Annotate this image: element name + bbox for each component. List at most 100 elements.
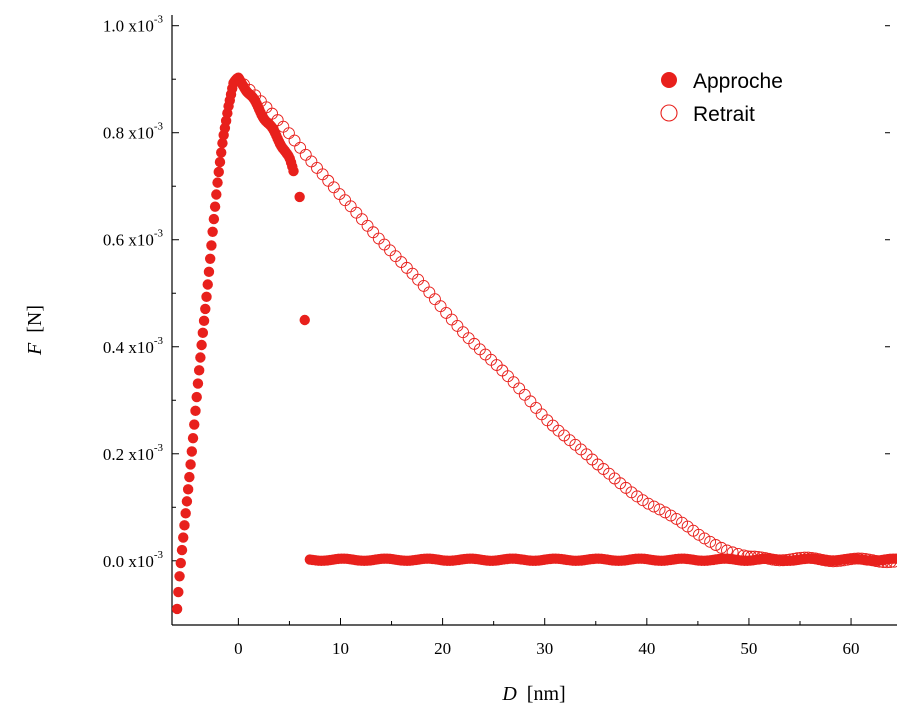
- data-point-retrait: [299, 148, 312, 161]
- y-axis: 0.0 x10-3 0.2 x10-3 0.4 x10-3 0.6 x10-3 0.8 …: [103, 14, 890, 571]
- y-axis-var: F: [24, 342, 46, 356]
- data-point-approche: [200, 303, 211, 315]
- data-point-approche: [193, 365, 205, 376]
- data-point-approche: [182, 484, 194, 495]
- y-tick-label: 0.4 x10-3: [103, 335, 164, 357]
- data-point-approche: [211, 189, 222, 200]
- data-point-retrait: [457, 326, 469, 339]
- data-point-approche: [209, 201, 221, 212]
- data-point-approche: [192, 378, 204, 389]
- data-point-retrait: [412, 273, 425, 286]
- data-point-approche: [195, 352, 206, 363]
- data-point-retrait: [659, 506, 672, 519]
- series-retrait: [232, 73, 897, 569]
- data-point-retrait: [406, 267, 419, 280]
- data-point-retrait: [648, 500, 660, 513]
- data-point-approche: [214, 156, 226, 168]
- data-point-approche: [171, 603, 183, 615]
- data-point-approche: [890, 553, 897, 564]
- data-point-retrait: [513, 382, 526, 395]
- legend: Approche Retrait: [660, 70, 783, 126]
- data-point-retrait: [653, 503, 666, 516]
- data-point-approche: [202, 279, 213, 290]
- y-axis-title: F [N]: [24, 305, 46, 356]
- data-point-approche: [189, 419, 200, 430]
- data-point-retrait: [322, 174, 335, 187]
- data-point-approche: [190, 405, 201, 417]
- x-tick-label: 30: [536, 639, 553, 658]
- data-point-retrait: [636, 494, 649, 507]
- data-point-approche: [185, 459, 196, 470]
- y-tick-label: 0.0 x10-3: [103, 549, 164, 571]
- legend-marker-retrait: [660, 104, 678, 122]
- data-point-retrait: [507, 376, 520, 389]
- series-approche: [171, 72, 897, 615]
- data-point-approche: [196, 339, 207, 351]
- data-point-retrait: [344, 200, 357, 213]
- data-point-approche: [184, 471, 195, 483]
- y-tick-label: 0.2 x10-3: [103, 442, 164, 464]
- data-point-approche: [212, 177, 223, 188]
- data-point-retrait: [423, 286, 436, 299]
- data-point-approche: [175, 557, 186, 569]
- data-point-retrait: [311, 162, 323, 174]
- data-point-approche: [204, 253, 216, 264]
- legend-label-approche: Approche: [693, 70, 783, 93]
- data-point-retrait: [355, 213, 368, 226]
- data-point-retrait: [704, 535, 717, 548]
- data-point-retrait: [367, 226, 380, 239]
- data-point-retrait: [530, 401, 542, 414]
- plot-frame: [171, 15, 897, 626]
- data-point-retrait: [440, 307, 453, 319]
- data-point-approche: [299, 314, 310, 326]
- data-point-approche: [179, 520, 190, 531]
- data-point-approche: [173, 586, 184, 598]
- data-point-retrait: [642, 497, 655, 510]
- data-point-retrait: [389, 250, 402, 263]
- x-tick-label: 40: [638, 639, 655, 658]
- data-point-retrait: [417, 279, 430, 292]
- data-point-retrait: [288, 134, 301, 147]
- x-tick-label: 10: [332, 639, 349, 658]
- data-point-retrait: [333, 188, 346, 201]
- data-point-retrait: [350, 206, 363, 219]
- data-point-approche: [213, 166, 224, 178]
- data-point-retrait: [428, 293, 441, 306]
- data-point-approche: [174, 571, 185, 582]
- data-point-approche: [191, 391, 202, 403]
- data-point-approche: [217, 137, 228, 149]
- data-point-approche: [180, 508, 191, 519]
- data-point-retrait: [664, 509, 677, 522]
- data-point-approche: [288, 165, 299, 177]
- data-point-approche: [186, 446, 198, 457]
- legend-label-retrait: Retrait: [693, 103, 755, 126]
- x-tick-label: 60: [843, 639, 860, 658]
- data-point-approche: [181, 496, 193, 507]
- data-point-retrait: [434, 300, 447, 313]
- data-point-approche: [294, 191, 305, 203]
- x-axis: 0 10 20 30 40 50 60: [234, 618, 860, 658]
- x-axis-var: D: [501, 683, 517, 705]
- x-tick-label: 50: [740, 639, 757, 658]
- data-point-retrait: [709, 539, 722, 551]
- data-point-approche: [198, 315, 210, 327]
- data-point-retrait: [327, 181, 340, 194]
- data-point-retrait: [715, 541, 728, 554]
- data-point-retrait: [361, 219, 374, 232]
- data-point-retrait: [451, 320, 464, 332]
- x-tick-label: 0: [234, 639, 243, 658]
- data-point-approche: [203, 266, 215, 278]
- data-point-retrait: [372, 232, 385, 245]
- x-tick-label: 20: [434, 639, 451, 658]
- data-point-retrait: [535, 408, 548, 421]
- data-point-approche: [176, 544, 188, 556]
- data-point-retrait: [698, 532, 711, 545]
- data-point-approche: [201, 291, 212, 303]
- data-point-retrait: [282, 127, 295, 140]
- x-axis-unit: [nm]: [527, 683, 566, 705]
- data-point-retrait: [294, 141, 307, 154]
- data-point-retrait: [316, 168, 329, 181]
- data-point-approche: [206, 240, 217, 251]
- y-tick-label: 0.6 x10-3: [103, 228, 164, 250]
